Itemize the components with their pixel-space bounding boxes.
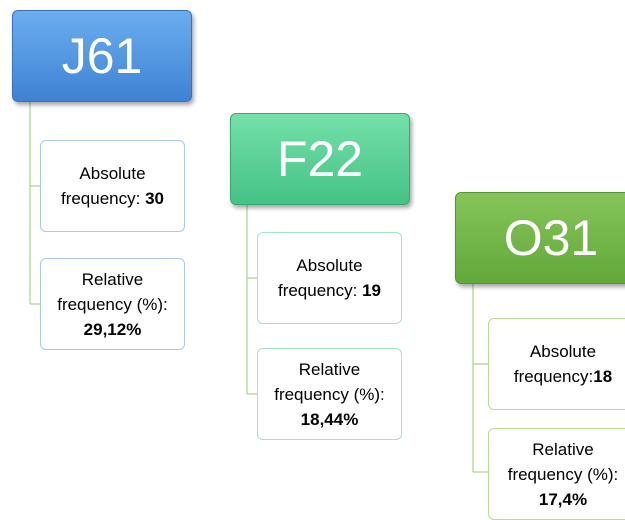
- item-text: Relative frequency (%):: [57, 269, 168, 314]
- node-item: Relative frequency (%): 29,12%: [40, 258, 185, 350]
- item-value: 30: [145, 189, 165, 208]
- item-value: 19: [362, 281, 382, 300]
- node-item: Relative frequency (%): 18,44%: [257, 348, 402, 440]
- item-value: 29,12%: [83, 319, 142, 339]
- item-text: Absolute frequency:: [513, 342, 597, 386]
- item-text: Relative frequency (%):: [274, 359, 385, 404]
- node-label: O31: [455, 192, 625, 284]
- node-item: Absolute frequency: 30: [40, 140, 185, 232]
- item-text: Relative frequency (%):: [507, 439, 619, 484]
- item-value: 18,44%: [300, 409, 359, 429]
- node-item: Relative frequency (%): 17,4%: [488, 428, 625, 520]
- node-label: F22: [230, 113, 410, 205]
- node-item: Absolute frequency: 19: [257, 232, 402, 324]
- item-value: 17,4%: [538, 489, 588, 509]
- node-label: J61: [12, 10, 192, 102]
- item-text: Absolute frequency:: [277, 256, 363, 300]
- item-value: 18: [593, 367, 613, 386]
- item-text: Absolute frequency:: [60, 164, 146, 208]
- node-item: Absolute frequency:18: [488, 318, 625, 410]
